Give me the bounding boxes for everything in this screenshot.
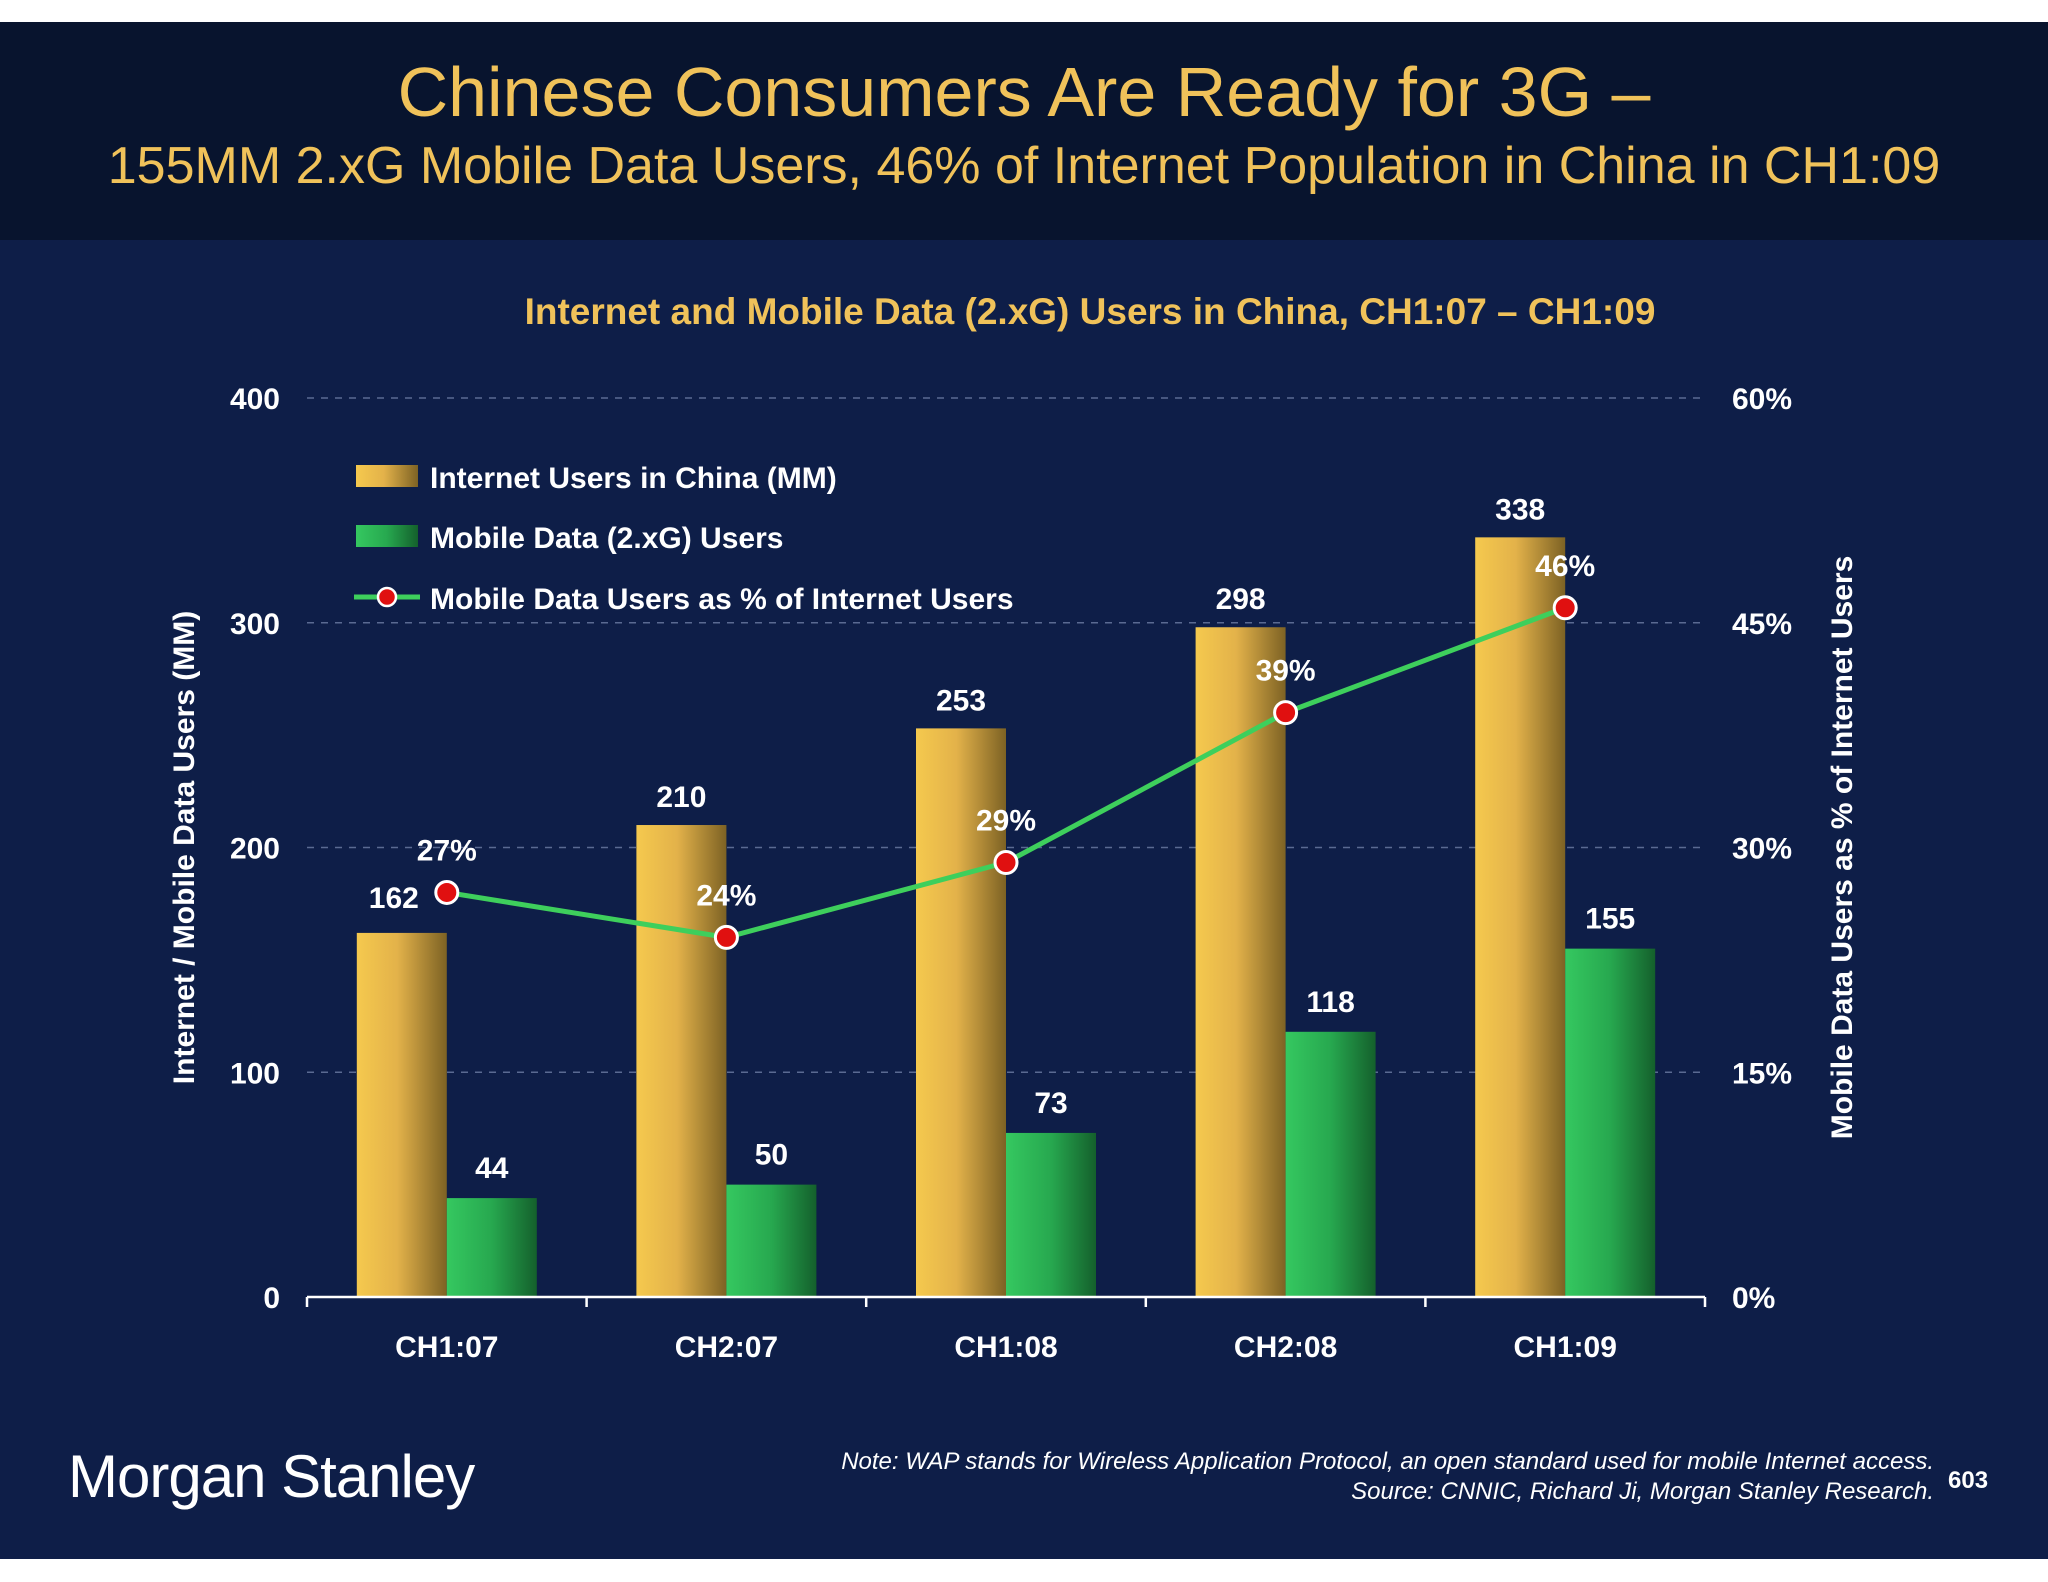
legend-label: Mobile Data Users as % of Internet Users [430,583,1014,616]
pct-marker [993,849,1019,875]
mobile-data-users-bar [726,1184,817,1297]
y2-tick-label: 45% [1732,608,1792,641]
internet-users-value: 338 [1495,493,1545,526]
pct-value: 24% [696,879,756,912]
y-axis-label: Internet / Mobile Data Users (MM) [168,611,201,1084]
mobile-data-users-value: 44 [475,1152,509,1185]
x-tick-label: CH1:08 [954,1331,1057,1364]
x-tick-label: CH1:07 [395,1331,498,1364]
internet-users-bar [356,932,447,1297]
chart-title: Internet and Mobile Data (2.xG) Users in… [524,291,1656,332]
mobile-data-users-bar [1006,1132,1096,1297]
mobile-data-users-value: 118 [1306,986,1354,1019]
y2-tick-label: 0% [1732,1282,1775,1315]
legend-label: Internet Users in China (MM) [430,462,837,495]
internet-users-value: 298 [1216,583,1266,616]
pct-marker [1273,700,1299,726]
y-tick-label: 100 [230,1057,280,1090]
y2-tick-label: 15% [1732,1057,1792,1090]
y2-axis-label: Mobile Data Users as % of Internet Users [1826,556,1859,1140]
legend-swatch-mobile [356,525,418,547]
internet-users-bar [636,825,727,1297]
x-tick-label: CH2:07 [675,1331,778,1364]
note-line-2: Source: CNNIC, Richard Ji, Morgan Stanle… [1351,1478,1934,1505]
internet-users-value: 162 [369,882,419,915]
source-note: Note: WAP stands for Wireless Applicatio… [841,1447,1934,1507]
mobile-data-users-bar [1565,948,1656,1297]
x-tick-label: CH2:08 [1234,1331,1337,1364]
y-tick-label: 400 [230,383,280,416]
internet-users-bar [916,728,1006,1297]
internet-users-bar [1195,627,1286,1297]
combo-chart: 0 100 200 300 400 0% 15% 30% 45% 60% Internet / Mo… [168,383,1859,1364]
slide: Chinese Consumers Are Ready for 3G – 155… [0,22,2048,1559]
internet-users-value: 210 [656,781,706,814]
mobile-data-users-value: 73 [1034,1087,1067,1120]
subheadline: 155MM 2.xG Mobile Data Users, 46% of Int… [107,137,1941,195]
morgan-stanley-logo: Morgan Stanley [68,1443,475,1510]
mobile-data-users-value: 155 [1585,903,1635,936]
y-tick-label: 0 [263,1282,280,1315]
y-tick-label: 200 [230,833,280,866]
legend-label: Mobile Data (2.xG) Users [430,522,783,555]
legend-swatch-internet [356,465,418,487]
y2-tick-label: 30% [1732,833,1792,866]
slide-header: Chinese Consumers Are Ready for 3G – 155… [0,22,2048,240]
note-line-1: Note: WAP stands for Wireless Applicatio… [841,1448,1934,1475]
pct-value: 46% [1535,550,1595,583]
pct-marker [1552,595,1578,621]
pct-value: 29% [976,804,1036,837]
internet-users-bar [1475,537,1566,1297]
pct-value: 39% [1256,655,1316,688]
pct-marker [713,924,739,950]
x-tick-label: CH1:09 [1514,1331,1617,1364]
y2-tick-label: 60% [1732,383,1792,416]
mobile-data-users-bar [1285,1031,1376,1297]
y-tick-label: 300 [230,608,280,641]
pct-value: 27% [417,834,477,867]
legend-swatch-marker [376,586,398,608]
pct-marker [434,879,460,905]
headline: Chinese Consumers Are Ready for 3G – [397,53,1651,131]
mobile-data-users-bar [446,1198,537,1297]
internet-users-value: 253 [936,684,986,717]
mobile-data-users-value: 50 [755,1139,788,1172]
page-number: 603 [1948,1467,1989,1494]
